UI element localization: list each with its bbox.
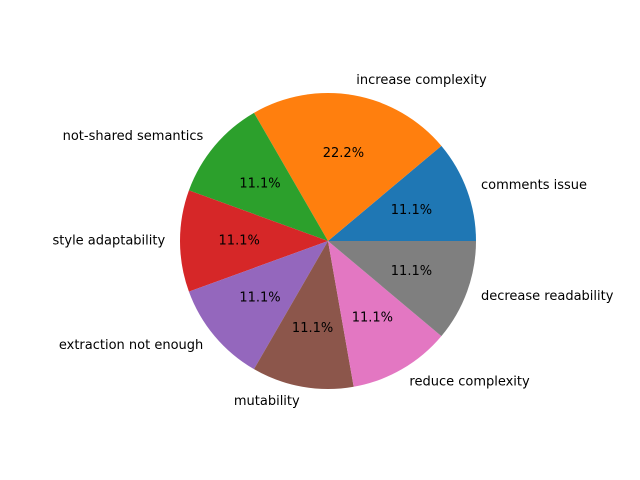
pie-slices xyxy=(180,92,476,390)
slice-label: style adaptability xyxy=(53,234,166,249)
slice-label: extraction not enough xyxy=(59,338,203,353)
slice-percent-label: 11.1% xyxy=(239,291,280,306)
pie-slice xyxy=(328,145,476,241)
slice-label: reduce complexity xyxy=(409,374,530,389)
slice-label: increase complexity xyxy=(356,73,487,88)
slice-label: decrease readability xyxy=(481,289,614,304)
percent-labels: 11.1% 22.2% 11.1% 11.1% 11.1% 11.1% 11.1% 11.1% xyxy=(219,146,433,336)
slice-percent-label: 11.1% xyxy=(292,321,333,336)
slice-percent-label: 11.1% xyxy=(391,203,432,218)
pie-slice xyxy=(188,112,328,241)
slice-label: not-shared semantics xyxy=(63,129,204,144)
pie-slice xyxy=(180,190,328,292)
slice-label: mutability xyxy=(234,394,300,409)
slice-label: comments issue xyxy=(481,178,587,193)
slice-labels: comments issue increase complexity not-sha… xyxy=(53,73,614,409)
slice-percent-label: 11.1% xyxy=(352,310,393,325)
pie-slice xyxy=(254,241,354,390)
slice-percent-label: 11.1% xyxy=(239,176,280,191)
pie-slice xyxy=(188,241,328,370)
pie-slice xyxy=(328,241,442,387)
slice-percent-label: 22.2% xyxy=(323,146,364,161)
slice-percent-label: 11.1% xyxy=(391,264,432,279)
pie-slice xyxy=(254,92,442,241)
pie-slice xyxy=(328,241,476,337)
slice-percent-label: 11.1% xyxy=(219,234,260,249)
